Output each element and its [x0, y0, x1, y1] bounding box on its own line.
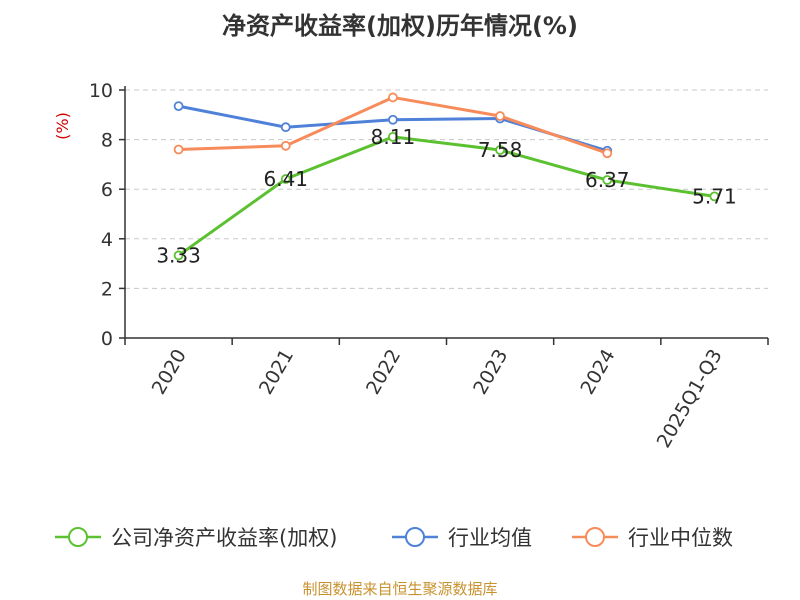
data-label: 5.71 [692, 184, 737, 208]
legend-label: 公司净资产收益率(加权) [111, 526, 337, 550]
legend-label: 行业均值 [448, 526, 532, 550]
data-point [602, 148, 613, 159]
data-point [173, 144, 184, 155]
data-point [388, 131, 398, 142]
data-point [173, 101, 184, 112]
x-tick-label: 2025Q1-Q3 [653, 346, 727, 452]
data-point [495, 111, 505, 121]
data-point [495, 145, 505, 155]
legend-marker [585, 527, 605, 547]
source-note: 制图数据来自恒生聚源数据库 [302, 580, 498, 598]
y-tick-label: 4 [101, 229, 113, 251]
data-point [280, 140, 291, 151]
y-tick-label: 2 [101, 278, 113, 300]
x-tick-label: 2020 [148, 346, 191, 399]
data-label: 7.58 [478, 138, 523, 162]
data-point [388, 92, 398, 103]
x-tick-label: 2023 [469, 346, 512, 399]
data-label: 8.11 [371, 125, 416, 149]
legend-marker [405, 527, 425, 547]
legend: 公司净资产收益率(加权) 行业均值 行业中位数 [55, 526, 733, 550]
data-label: 6.41 [263, 167, 308, 191]
data-point [709, 191, 720, 202]
x-tick-label: 2022 [362, 346, 405, 399]
y-axis-unit: (%) [53, 112, 72, 140]
x-tick-label: 2024 [576, 346, 619, 399]
legend-marker [68, 527, 88, 547]
data-point [280, 122, 291, 133]
series-line [177, 135, 715, 257]
data-label: 6.37 [585, 168, 630, 192]
chart-title: 净资产收益率(加权)历年情况(%) [222, 12, 578, 40]
x-tick-label: 2021 [255, 346, 298, 399]
data-labels: 3.33 6.41 8.11 7.58 6.37 5.71 [156, 125, 736, 268]
data-point [388, 114, 398, 125]
data-label: 3.33 [156, 243, 201, 267]
legend-label: 行业中位数 [628, 526, 733, 550]
y-tick-label: 6 [101, 179, 113, 201]
y-tick-label: 0 [101, 328, 113, 350]
data-point [173, 250, 184, 261]
y-tick-label: 10 [89, 80, 113, 102]
y-tick-label: 8 [101, 130, 113, 152]
data-point [602, 175, 613, 185]
series-lines [173, 92, 720, 261]
data-point [280, 174, 291, 184]
